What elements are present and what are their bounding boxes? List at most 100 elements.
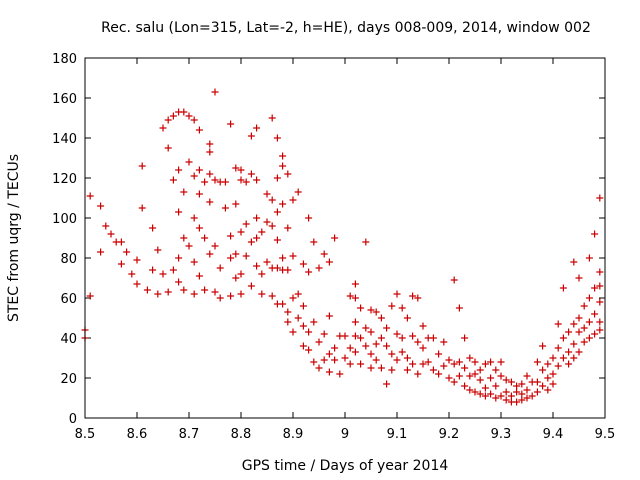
data-point bbox=[570, 354, 578, 362]
x-tick-label: 8.8 bbox=[231, 427, 252, 442]
data-point bbox=[284, 266, 292, 274]
data-point bbox=[346, 344, 354, 352]
data-point bbox=[591, 330, 599, 338]
data-point bbox=[492, 394, 500, 402]
y-tick-label: 160 bbox=[52, 92, 77, 107]
data-point bbox=[128, 270, 136, 278]
x-tick-label: 8.6 bbox=[127, 427, 148, 442]
x-tick-label: 9.1 bbox=[387, 427, 408, 442]
data-point bbox=[523, 386, 531, 394]
data-point bbox=[331, 234, 339, 242]
data-point bbox=[523, 394, 531, 402]
data-point bbox=[305, 268, 313, 276]
data-point bbox=[310, 318, 318, 326]
data-point bbox=[414, 338, 422, 346]
data-point bbox=[372, 340, 380, 348]
data-point bbox=[185, 158, 193, 166]
data-point bbox=[102, 222, 110, 230]
y-tick-label: 40 bbox=[60, 332, 77, 347]
data-point bbox=[263, 258, 271, 266]
data-point bbox=[575, 314, 583, 322]
data-point bbox=[497, 392, 505, 400]
data-point bbox=[476, 390, 484, 398]
data-point bbox=[320, 356, 328, 364]
data-point bbox=[575, 348, 583, 356]
data-point bbox=[180, 108, 188, 116]
data-point bbox=[377, 364, 385, 372]
data-point bbox=[580, 302, 588, 310]
data-point bbox=[575, 328, 583, 336]
x-tick-label: 9.2 bbox=[439, 427, 460, 442]
data-point bbox=[403, 366, 411, 374]
data-point bbox=[533, 358, 541, 366]
data-point bbox=[585, 334, 593, 342]
data-point bbox=[211, 288, 219, 296]
data-point bbox=[227, 254, 235, 262]
data-point bbox=[175, 208, 183, 216]
data-point bbox=[123, 248, 131, 256]
data-point bbox=[367, 306, 375, 314]
data-point bbox=[97, 202, 105, 210]
y-axis-label: STEC from uqrg / TECUs bbox=[6, 154, 22, 322]
data-point bbox=[206, 170, 214, 178]
data-point bbox=[544, 374, 552, 382]
data-point bbox=[388, 350, 396, 358]
data-point bbox=[310, 358, 318, 366]
data-point bbox=[575, 274, 583, 282]
data-point bbox=[445, 374, 453, 382]
data-point bbox=[549, 354, 557, 362]
data-point bbox=[169, 266, 177, 274]
x-tick-label: 9 bbox=[341, 427, 349, 442]
data-point bbox=[513, 388, 521, 396]
data-point bbox=[377, 334, 385, 342]
data-point bbox=[440, 362, 448, 370]
data-point bbox=[180, 234, 188, 242]
data-point bbox=[289, 294, 297, 302]
data-point bbox=[237, 166, 245, 174]
data-point bbox=[242, 220, 250, 228]
data-point bbox=[273, 134, 281, 142]
x-tick-label: 9.5 bbox=[595, 427, 616, 442]
data-point bbox=[247, 170, 255, 178]
data-point bbox=[518, 390, 526, 398]
data-point bbox=[195, 190, 203, 198]
data-point bbox=[237, 176, 245, 184]
data-point bbox=[284, 170, 292, 178]
data-point bbox=[513, 382, 521, 390]
data-point bbox=[97, 248, 105, 256]
data-point bbox=[580, 338, 588, 346]
data-point bbox=[273, 236, 281, 244]
data-point bbox=[398, 348, 406, 356]
data-point bbox=[206, 148, 214, 156]
data-point bbox=[596, 318, 604, 326]
data-point bbox=[305, 346, 313, 354]
data-point bbox=[585, 254, 593, 262]
data-point bbox=[320, 330, 328, 338]
data-point bbox=[315, 264, 323, 272]
data-point bbox=[544, 386, 552, 394]
data-point bbox=[195, 272, 203, 280]
data-point bbox=[180, 286, 188, 294]
data-point bbox=[435, 350, 443, 358]
data-point bbox=[175, 254, 183, 262]
data-point bbox=[596, 194, 604, 202]
data-point bbox=[253, 234, 261, 242]
data-point bbox=[388, 302, 396, 310]
data-point bbox=[289, 196, 297, 204]
data-point bbox=[242, 252, 250, 260]
x-axis-label: GPS time / Days of year 2014 bbox=[242, 458, 449, 474]
data-point bbox=[247, 132, 255, 140]
data-point bbox=[549, 380, 557, 388]
data-point bbox=[195, 224, 203, 232]
data-point bbox=[341, 354, 349, 362]
data-point bbox=[237, 228, 245, 236]
data-point bbox=[149, 266, 157, 274]
y-tick-label: 140 bbox=[52, 132, 77, 147]
data-point bbox=[138, 204, 146, 212]
data-point bbox=[357, 360, 365, 368]
data-point bbox=[159, 270, 167, 278]
data-point bbox=[414, 370, 422, 378]
data-point bbox=[279, 152, 287, 160]
data-point bbox=[393, 330, 401, 338]
